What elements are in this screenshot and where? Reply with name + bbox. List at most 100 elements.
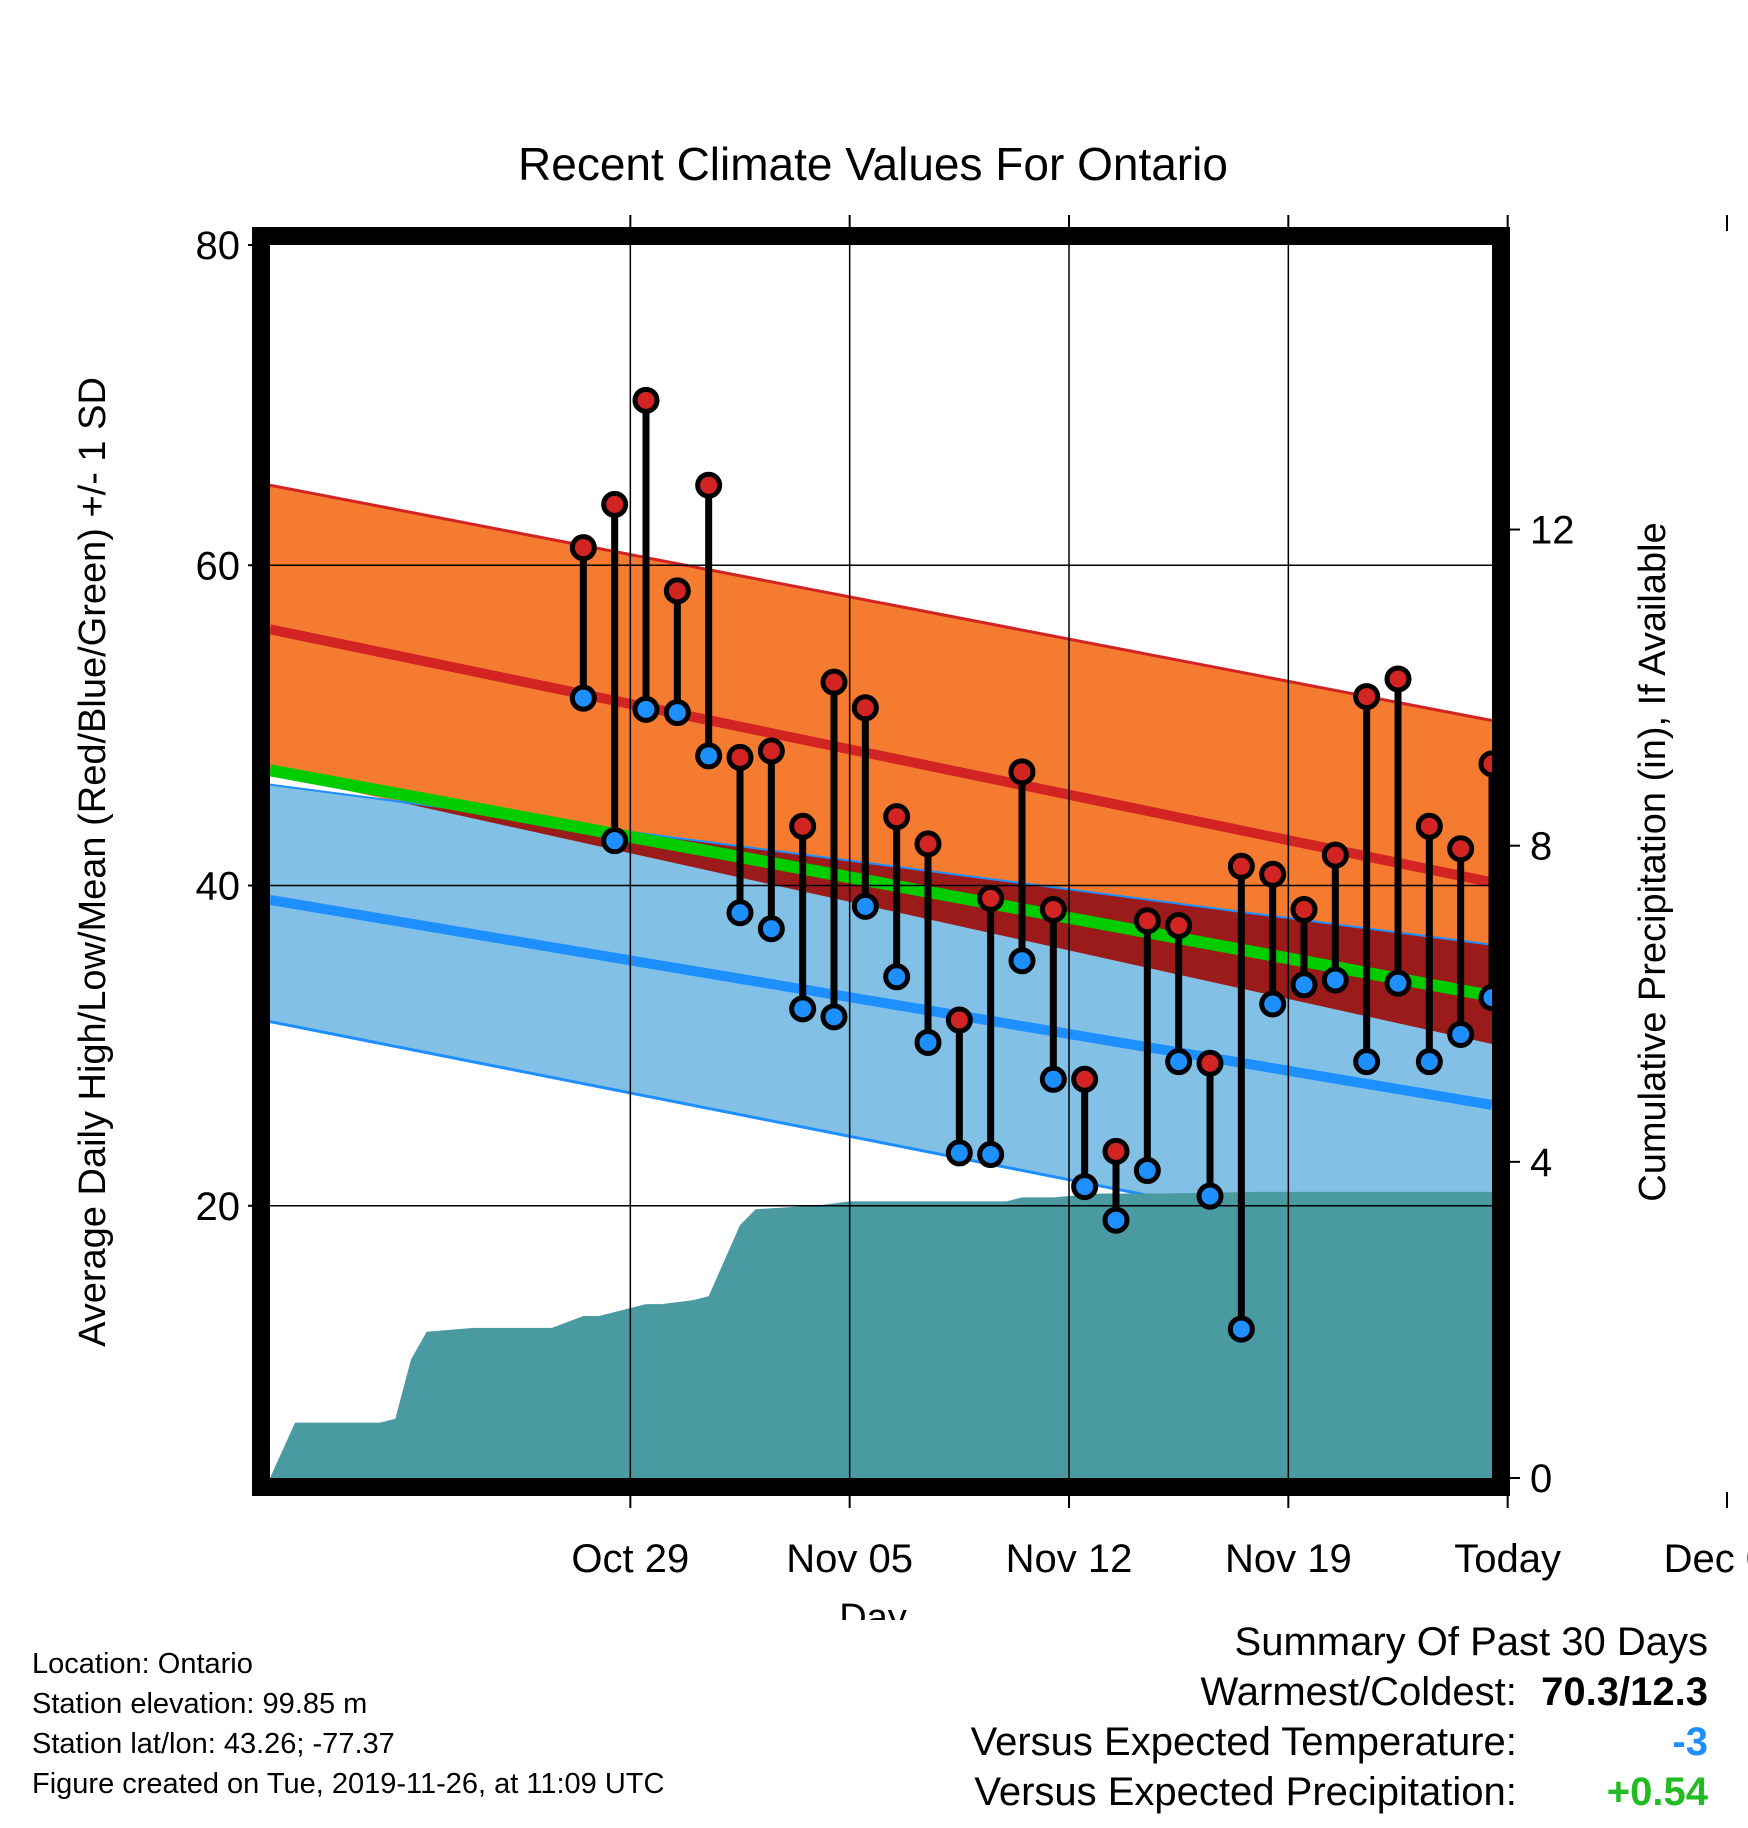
low-point-4	[663, 699, 691, 727]
low-point-6	[726, 899, 754, 927]
high-point-23	[1259, 860, 1287, 888]
low-point-22	[1227, 1315, 1255, 1343]
y-axis-label-left: Average Daily High/Low/Mean (Red/Blue/Gr…	[72, 377, 114, 1347]
low-point-1	[569, 684, 597, 712]
low-point-25	[1321, 966, 1349, 994]
low-point-14	[977, 1141, 1005, 1169]
low-point-16	[1039, 1065, 1067, 1093]
low-point-11	[883, 963, 911, 991]
y-tick-label-right-1: 4	[1530, 1141, 1552, 1185]
y-tick-label-left-0: 20	[196, 1185, 241, 1229]
x-tick-label-1: Nov 05	[786, 1537, 913, 1581]
x-tick-label-5: Dec 03	[1664, 1537, 1748, 1581]
high-point-29	[1447, 835, 1475, 863]
high-point-11	[883, 803, 911, 831]
high-point-18	[1102, 1137, 1130, 1165]
high-point-22	[1227, 852, 1255, 880]
low-point-21	[1196, 1182, 1224, 1210]
figure-created: Figure created on Tue, 2019-11-26, at 11…	[32, 1768, 665, 1800]
summary-precip-row: Versus Expected Precipitation: +0.54	[974, 1770, 1708, 1815]
high-point-17	[1071, 1065, 1099, 1093]
high-point-19	[1133, 907, 1161, 935]
high-point-8	[789, 812, 817, 840]
low-point-9	[820, 1003, 848, 1031]
warmest-label: Warmest/Coldest:	[1200, 1670, 1517, 1714]
low-point-20	[1165, 1048, 1193, 1076]
high-point-25	[1321, 841, 1349, 869]
high-point-27	[1384, 665, 1412, 693]
x-tick-label-4: Today	[1454, 1537, 1561, 1581]
temp-value: -3	[1672, 1720, 1708, 1764]
plot-frame	[252, 227, 1510, 1496]
days-annotation-part-1: Days	[1520, 1421, 1606, 1462]
low-sd-band	[270, 784, 1492, 1264]
low-point-29	[1447, 1020, 1475, 1048]
low-point-24	[1290, 971, 1318, 999]
high-point-3	[632, 386, 660, 414]
low-point-12	[914, 1028, 942, 1056]
station-latlon: Station lat/lon: 43.26; -77.37	[32, 1728, 395, 1760]
x-axis-label: Day	[839, 1597, 907, 1620]
low-point-27	[1384, 969, 1412, 997]
low-point-18	[1102, 1206, 1130, 1234]
summary-warmest-row: Warmest/Coldest: 70.3/12.3	[1201, 1670, 1709, 1715]
chart-title: Recent Climate Values For Ontario	[518, 138, 1228, 190]
low-point-3	[632, 695, 660, 723]
high-point-5	[695, 471, 723, 499]
y-tick-label-left-2: 60	[196, 544, 241, 588]
x-tick-label-2: Nov 12	[1006, 1537, 1133, 1581]
plot-area: 30 Days 20 40 60 80 0 4 8 12 Oct 29 Nov 05 Nov 12 Nov…	[196, 215, 1748, 1581]
high-point-16	[1039, 896, 1067, 924]
high-point-24	[1290, 896, 1318, 924]
station-location: Location: Ontario	[32, 1648, 253, 1680]
high-point-6	[726, 743, 754, 771]
low-point-28	[1415, 1048, 1443, 1076]
low-point-2	[601, 827, 629, 855]
low-point-10	[851, 892, 879, 920]
high-point-10	[851, 694, 879, 722]
high-point-14	[977, 884, 1005, 912]
low-point-5	[695, 742, 723, 770]
high-point-9	[820, 668, 848, 696]
x-tick-label-0: Oct 29	[571, 1537, 689, 1581]
high-point-1	[569, 534, 597, 562]
summary-heading: Summary Of Past 30 Days	[1234, 1620, 1708, 1664]
low-point-26	[1353, 1048, 1381, 1076]
days-annotation: 30 Days	[1520, 1377, 1606, 1462]
y-tick-label-right-3: 12	[1530, 509, 1575, 553]
y-tick-label-right-0: 0	[1530, 1457, 1552, 1501]
low-point-7	[757, 915, 785, 943]
low-point-30	[1478, 984, 1492, 1012]
low-point-17	[1071, 1173, 1099, 1201]
high-point-7	[757, 737, 785, 765]
high-point-13	[945, 1006, 973, 1034]
low-point-15	[1008, 947, 1036, 975]
high-point-15	[1008, 758, 1036, 786]
high-point-20	[1165, 912, 1193, 940]
station-elevation: Station elevation: 99.85 m	[32, 1688, 368, 1720]
low-point-19	[1133, 1157, 1161, 1185]
high-point-28	[1415, 812, 1443, 840]
high-point-30	[1478, 750, 1492, 778]
y-tick-label-right-2: 8	[1530, 825, 1552, 869]
precip-label: Versus Expected Precipitation:	[974, 1770, 1517, 1814]
low-point-8	[789, 995, 817, 1023]
days-annotation-part-0: 30	[1520, 1377, 1560, 1418]
overlap-band	[393, 800, 1492, 1045]
high-point-26	[1353, 683, 1381, 711]
summary-temp-row: Versus Expected Temperature: -3	[971, 1720, 1708, 1765]
y-tick-label-left-1: 40	[196, 865, 241, 909]
high-point-2	[601, 490, 629, 518]
high-point-4	[663, 577, 691, 605]
warmest-value: 70.3/12.3	[1541, 1670, 1708, 1714]
x-tick-label-3: Nov 19	[1225, 1537, 1352, 1581]
high-point-12	[914, 830, 942, 858]
temp-label: Versus Expected Temperature:	[970, 1720, 1517, 1764]
low-point-23	[1259, 990, 1287, 1018]
y-axis-label-right: Cumulative Precipitation (in), If Availa…	[1632, 522, 1674, 1201]
low-point-13	[945, 1139, 973, 1167]
high-point-21	[1196, 1049, 1224, 1077]
y-tick-label-left-3: 80	[196, 224, 241, 268]
precip-value: +0.54	[1606, 1770, 1708, 1814]
precip-area	[270, 1191, 1492, 1478]
